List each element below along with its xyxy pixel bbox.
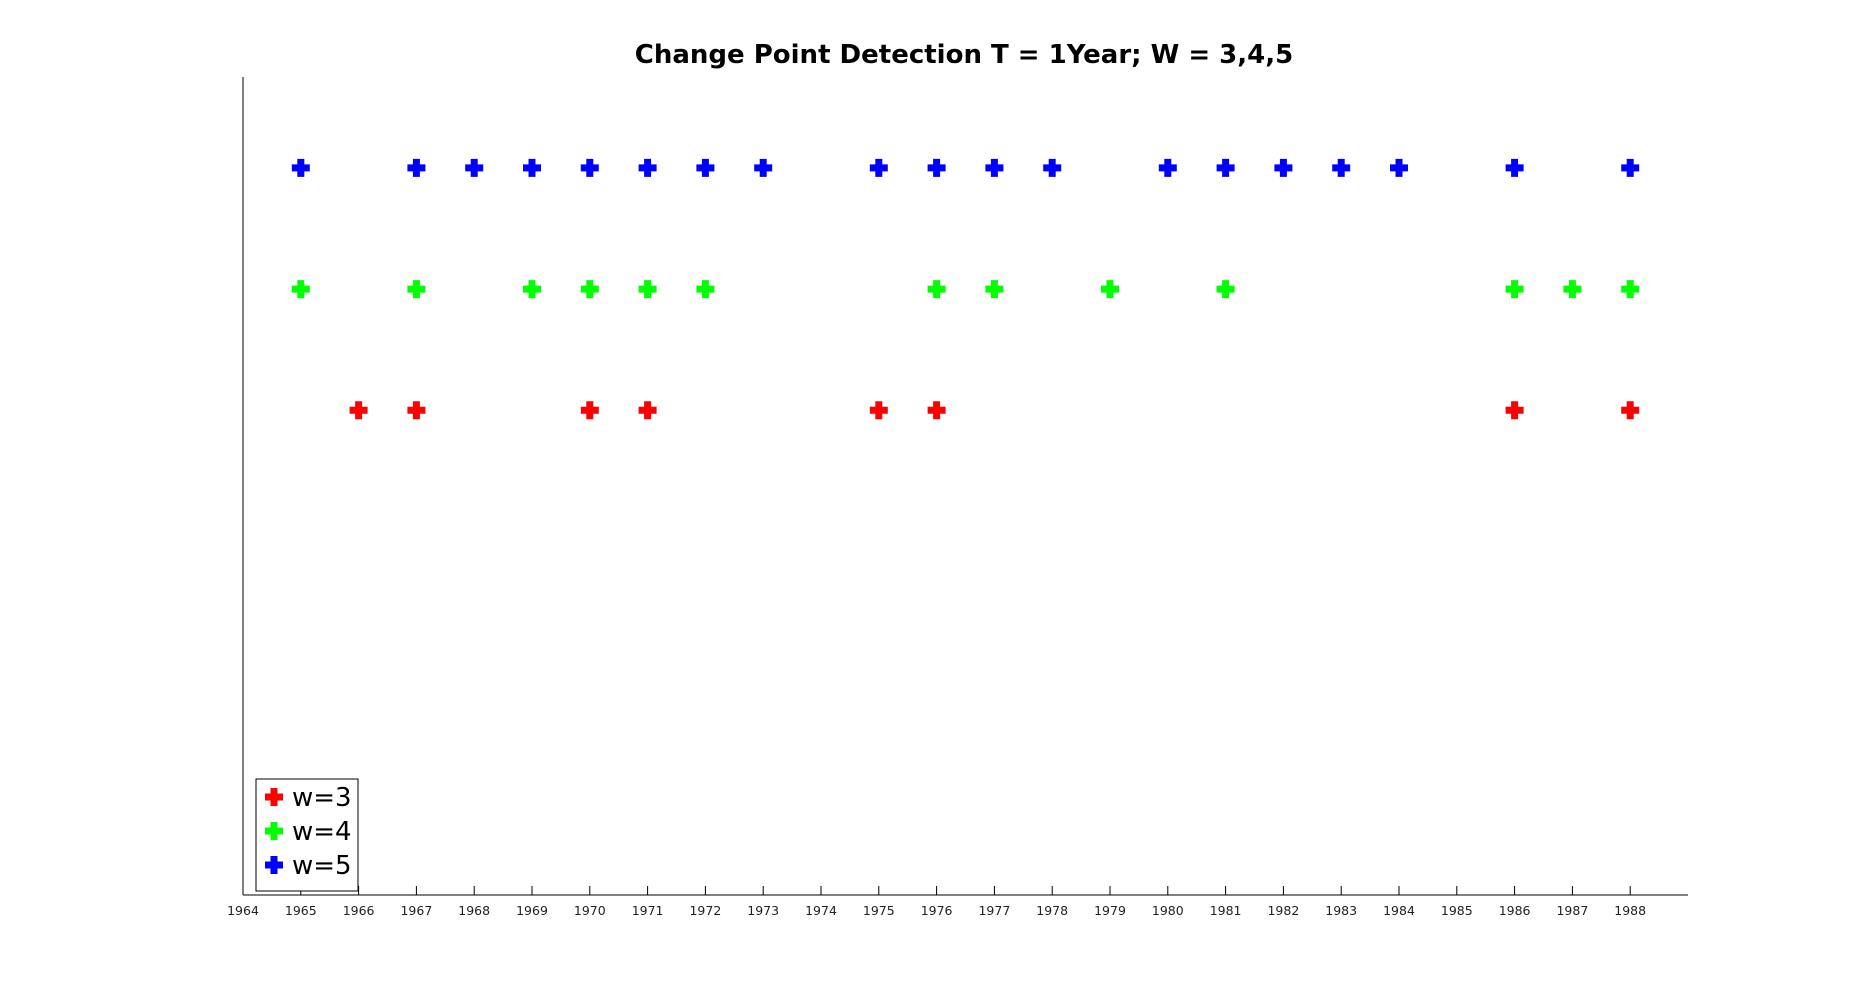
data-point-w-4 <box>1505 280 1524 299</box>
data-point-w-3 <box>869 401 888 420</box>
x-tick-label: 1973 <box>747 903 779 918</box>
data-point-w-3 <box>407 401 426 420</box>
data-points <box>291 158 1640 420</box>
data-point-w-4 <box>927 280 946 299</box>
x-tick-label: 1965 <box>285 903 317 918</box>
legend-label: w=3 <box>292 783 352 813</box>
data-point-w-5 <box>580 158 599 177</box>
x-tick-label: 1975 <box>863 903 895 918</box>
x-tick-label: 1986 <box>1499 903 1531 918</box>
x-tick-label: 1968 <box>458 903 490 918</box>
x-tick-label: 1970 <box>574 903 606 918</box>
data-point-w-4 <box>291 280 310 299</box>
data-point-w-4 <box>523 280 541 299</box>
x-tick-label: 1982 <box>1267 903 1299 918</box>
data-point-w-4 <box>985 280 1004 299</box>
data-point-w-5 <box>523 158 541 177</box>
x-tick-label: 1966 <box>343 903 375 918</box>
x-tick-label: 1969 <box>516 903 548 918</box>
data-point-w-5 <box>465 158 484 177</box>
data-point-w-4 <box>1563 280 1582 299</box>
legend-marker <box>265 788 283 806</box>
x-tick-label: 1972 <box>689 903 721 918</box>
x-ticks: 1964 1965 1966 1967 1968 1969 1970 1971 1972 1973… <box>227 886 1646 918</box>
data-point-w-5 <box>927 158 946 177</box>
x-tick-label: 1974 <box>805 903 837 918</box>
data-point-w-4 <box>638 280 657 299</box>
legend-label: w=5 <box>292 851 352 881</box>
legend-marker <box>265 822 283 840</box>
x-tick-label: 1967 <box>400 903 432 918</box>
x-tick-label: 1987 <box>1556 903 1588 918</box>
data-point-w-4 <box>580 280 599 299</box>
data-point-w-5 <box>1505 158 1524 177</box>
data-point-w-5 <box>407 158 426 177</box>
data-point-w-4 <box>696 280 715 299</box>
x-tick-label: 1964 <box>227 903 259 918</box>
data-point-w-5 <box>1158 158 1177 177</box>
legend-marker <box>265 856 283 874</box>
data-point-w-3 <box>927 401 946 420</box>
x-tick-label: 1985 <box>1441 903 1473 918</box>
data-point-w-5 <box>1274 158 1293 177</box>
data-point-w-4 <box>1101 280 1119 299</box>
x-tick-label: 1983 <box>1325 903 1357 918</box>
data-point-w-3 <box>349 401 368 420</box>
data-point-w-3 <box>1621 401 1640 420</box>
axes <box>242 77 1688 896</box>
x-tick-label: 1971 <box>632 903 664 918</box>
x-tick-label: 1978 <box>1036 903 1068 918</box>
x-tick-label: 1977 <box>978 903 1010 918</box>
data-point-w-5 <box>1216 158 1235 177</box>
data-point-w-5 <box>1621 158 1640 177</box>
data-point-w-4 <box>1216 280 1235 299</box>
data-point-w-5 <box>985 158 1004 177</box>
x-tick-label: 1988 <box>1614 903 1646 918</box>
data-point-w-5 <box>1332 158 1351 177</box>
x-tick-label: 1979 <box>1094 903 1126 918</box>
data-point-w-5 <box>1043 158 1062 177</box>
data-point-w-3 <box>638 401 657 420</box>
chart-title: Change Point Detection T = 1Year; W = 3,… <box>635 40 1293 70</box>
legend: w=3 w=4 w=5 <box>255 778 359 892</box>
data-point-w-5 <box>1390 158 1408 177</box>
x-tick-label: 1981 <box>1210 903 1242 918</box>
data-point-w-4 <box>407 280 426 299</box>
x-tick-label: 1980 <box>1152 903 1184 918</box>
data-point-w-5 <box>696 158 715 177</box>
data-point-w-5 <box>869 158 888 177</box>
data-point-w-5 <box>754 158 773 177</box>
data-point-w-5 <box>638 158 657 177</box>
data-point-w-3 <box>580 401 599 420</box>
legend-label: w=4 <box>292 817 352 847</box>
data-point-w-5 <box>291 158 310 177</box>
data-point-w-3 <box>1505 401 1524 420</box>
x-tick-label: 1984 <box>1383 903 1415 918</box>
data-point-w-4 <box>1621 280 1640 299</box>
x-tick-label: 1976 <box>921 903 953 918</box>
